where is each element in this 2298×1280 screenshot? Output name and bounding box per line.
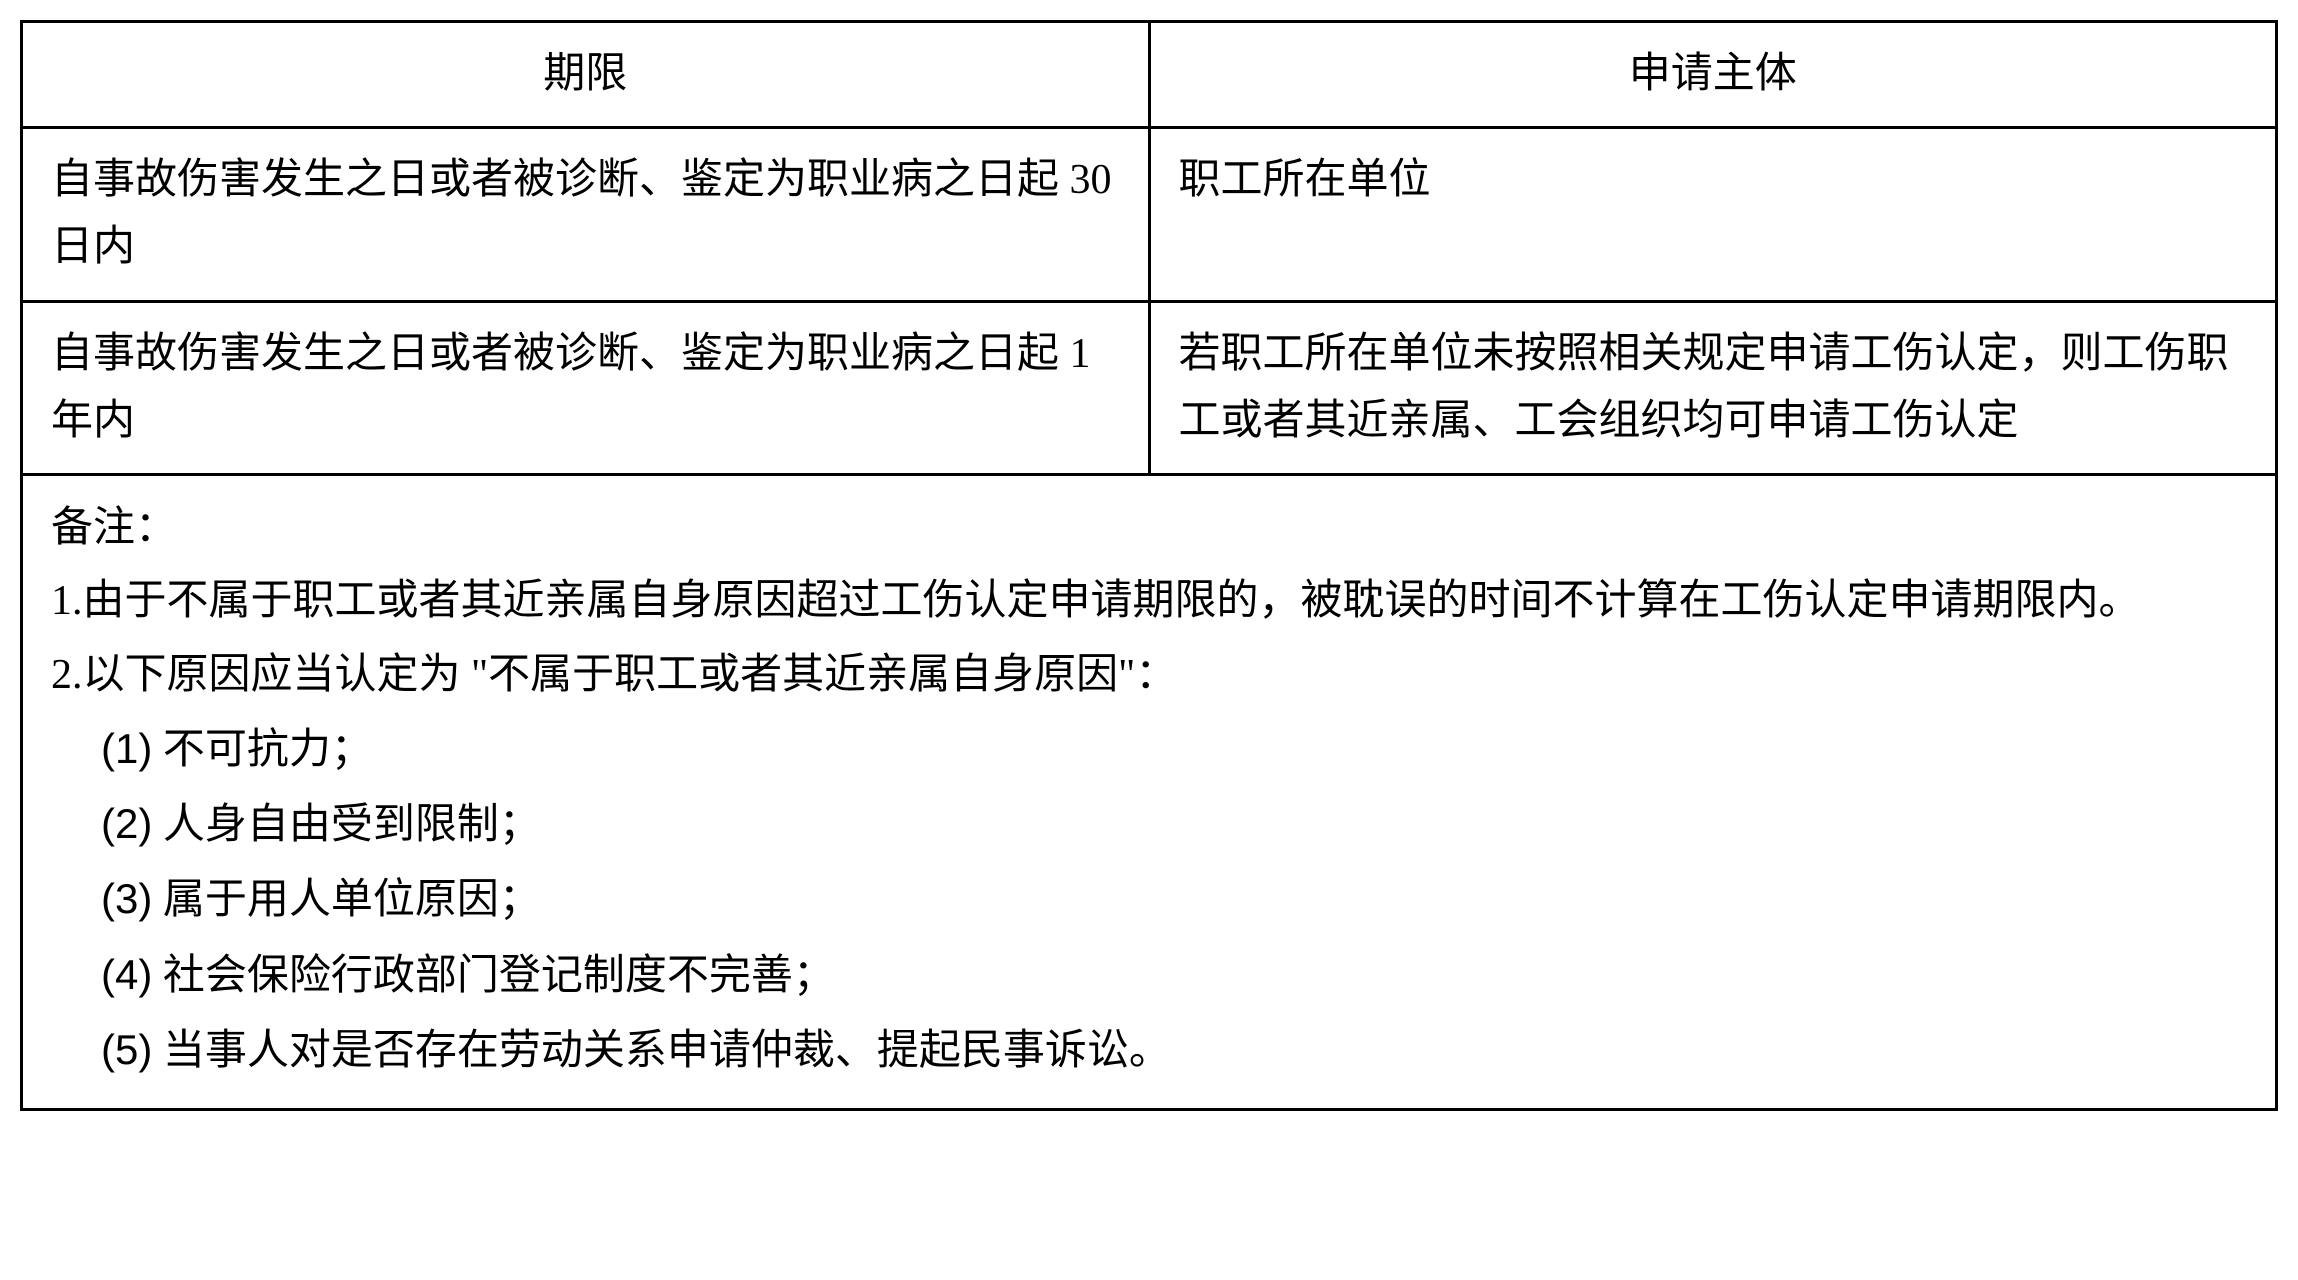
subitem-text: 当事人对是否存在劳动关系申请仲裁、提起民事诉讼。 [163, 1028, 1171, 1074]
header-applicant: 申请主体 [1149, 22, 2277, 128]
remarks-subitem-5: (5) 当事人对是否存在劳动关系申请仲裁、提起民事诉讼。 [51, 1015, 2247, 1086]
cell-applicant-2: 若职工所在单位未按照相关规定申请工伤认定，则工伤职工或者其近亲属、工会组织均可申… [1149, 301, 2277, 474]
subitem-num: (5) [101, 1026, 152, 1073]
table-row: 自事故伤害发生之日或者被诊断、鉴定为职业病之日起 1 年内 若职工所在单位未按照… [22, 301, 2277, 474]
application-table: 期限 申请主体 自事故伤害发生之日或者被诊断、鉴定为职业病之日起 30 日内 职… [20, 20, 2278, 1111]
remarks-content: 备注： 1.由于不属于职工或者其近亲属自身原因超过工伤认定申请期限的，被耽误的时… [51, 494, 2247, 1086]
remarks-cell: 备注： 1.由于不属于职工或者其近亲属自身原因超过工伤认定申请期限的，被耽误的时… [22, 474, 2277, 1109]
remarks-subitem-3: (3) 属于用人单位原因； [51, 864, 2247, 935]
table-remarks-row: 备注： 1.由于不属于职工或者其近亲属自身原因超过工伤认定申请期限的，被耽误的时… [22, 474, 2277, 1109]
subitem-text: 属于用人单位原因； [163, 877, 541, 923]
subitem-num: (3) [101, 875, 152, 922]
remarks-subitem-1: (1) 不可抗力； [51, 714, 2247, 785]
remarks-subitem-2: (2) 人身自由受到限制； [51, 789, 2247, 860]
cell-applicant-1: 职工所在单位 [1149, 128, 2277, 301]
remarks-subitem-4: (4) 社会保险行政部门登记制度不完善； [51, 940, 2247, 1011]
document-container: 期限 申请主体 自事故伤害发生之日或者被诊断、鉴定为职业病之日起 30 日内 职… [20, 20, 2278, 1111]
table-row: 自事故伤害发生之日或者被诊断、鉴定为职业病之日起 30 日内 职工所在单位 [22, 128, 2277, 301]
cell-period-2: 自事故伤害发生之日或者被诊断、鉴定为职业病之日起 1 年内 [22, 301, 1150, 474]
subitem-num: (2) [101, 800, 152, 847]
remarks-title: 备注： [51, 494, 2247, 563]
subitem-text: 社会保险行政部门登记制度不完善； [163, 953, 835, 999]
remarks-item-2: 2.以下原因应当认定为 "不属于职工或者其近亲属自身原因"： [51, 641, 2247, 710]
subitem-text: 人身自由受到限制； [163, 802, 541, 848]
subitem-text: 不可抗力； [163, 727, 373, 773]
header-period: 期限 [22, 22, 1150, 128]
subitem-num: (1) [101, 725, 152, 772]
table-header-row: 期限 申请主体 [22, 22, 2277, 128]
subitem-num: (4) [101, 951, 152, 998]
cell-period-1: 自事故伤害发生之日或者被诊断、鉴定为职业病之日起 30 日内 [22, 128, 1150, 301]
remarks-item-1: 1.由于不属于职工或者其近亲属自身原因超过工伤认定申请期限的，被耽误的时间不计算… [51, 567, 2247, 636]
